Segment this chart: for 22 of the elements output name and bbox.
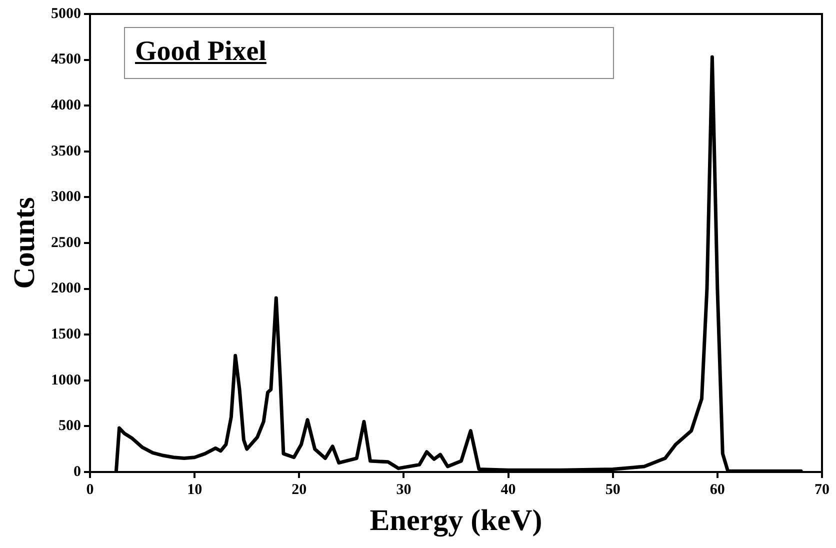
y-tick-label: 4500 bbox=[51, 52, 81, 68]
y-tick-label: 500 bbox=[58, 418, 81, 434]
y-tick-label: 5000 bbox=[51, 6, 81, 22]
x-tick-label: 50 bbox=[605, 482, 620, 498]
y-tick-label: 1000 bbox=[51, 372, 81, 388]
x-tick-label: 10 bbox=[187, 482, 202, 498]
y-axis-title: Counts bbox=[8, 197, 41, 289]
y-tick-label: 1500 bbox=[51, 326, 81, 342]
x-tick-label: 60 bbox=[710, 482, 725, 498]
x-tick-label: 40 bbox=[500, 482, 516, 498]
x-tick-label: 30 bbox=[396, 482, 412, 498]
y-tick-label: 3000 bbox=[51, 189, 81, 206]
y-tick-label: 2000 bbox=[51, 280, 81, 297]
x-tick-label: 20 bbox=[292, 482, 307, 498]
x-tick-label: 70 bbox=[814, 482, 830, 498]
y-tick-label: 4000 bbox=[51, 97, 81, 114]
x-axis-title: Energy (keV) bbox=[370, 504, 542, 537]
y-tick-label: 2500 bbox=[51, 234, 81, 251]
y-tick-label: 0 bbox=[74, 464, 81, 480]
x-tick-label: 0 bbox=[86, 482, 94, 498]
text: Good Pixel bbox=[124, 27, 614, 79]
y-tick-label: 3500 bbox=[51, 143, 81, 160]
